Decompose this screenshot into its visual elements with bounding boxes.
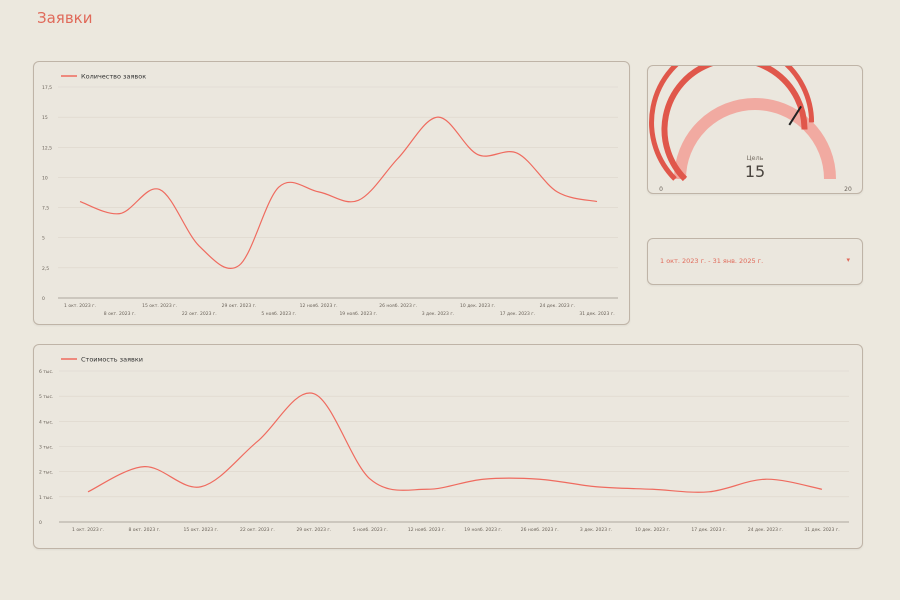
- x-tick-label: 12 нояб. 2023 г.: [408, 527, 446, 533]
- x-tick-label: 31 дек. 2023 г.: [804, 527, 839, 533]
- x-tick-label: 8 окт. 2023 г.: [104, 311, 136, 317]
- x-tick-label: 5 нояб. 2023 г.: [353, 527, 388, 533]
- x-tick-label: 10 дек. 2023 г.: [635, 527, 670, 533]
- goal-gauge-svg: Цель 15 0 20: [649, 39, 852, 193]
- y-tick-label: 2 тыс.: [39, 470, 53, 476]
- y-tick-label: 10: [42, 175, 48, 181]
- page-title: Заявки: [37, 9, 93, 27]
- y-tick-label: 1 тыс.: [39, 495, 53, 501]
- y-tick-label: 7,5: [42, 206, 49, 212]
- x-tick-label: 15 окт. 2023 г.: [142, 303, 177, 309]
- gauge-target-marker: [788, 105, 802, 126]
- y-tick-label: 0: [39, 520, 42, 526]
- gauge-max-label: 20: [844, 186, 852, 193]
- y-tick-label: 12,5: [42, 145, 52, 151]
- requests-count-chart[interactable]: Количество заявок 0 2,5 5 7,5 10 12,5 15 17,5 1 о…: [33, 61, 630, 325]
- y-tick-label: 15: [42, 115, 48, 121]
- x-tick-label: 15 окт. 2023 г.: [184, 527, 219, 533]
- gauge-label: Цель: [746, 154, 763, 162]
- x-tick-label: 22 окт. 2023 г.: [182, 311, 217, 317]
- legend-label: Стоимость заявки: [81, 356, 143, 364]
- x-tick-label: 22 окт. 2023 г.: [240, 527, 275, 533]
- request-cost-chart-svg: Стоимость заявки 0 1 тыс. 2 тыс. 3 тыс. 4 тыс…: [39, 356, 849, 533]
- gauge-min-label: 0: [659, 186, 663, 193]
- y-tick-label: 17,5: [42, 85, 52, 91]
- x-tick-label: 5 нояб. 2023 г.: [261, 311, 296, 317]
- x-tick-label: 1 окт. 2023 г.: [64, 303, 96, 309]
- gauge-track: [674, 98, 836, 180]
- x-tick-label: 10 дек. 2023 г.: [460, 303, 495, 309]
- goal-gauge: Цель 15 0 20: [647, 39, 863, 194]
- x-tick-label: 1 окт. 2023 г.: [72, 527, 104, 533]
- legend-label: Количество заявок: [81, 73, 146, 81]
- date-range-label: 1 окт. 2023 г. - 31 янв. 2025 г.: [660, 257, 764, 265]
- x-tick-label: 24 дек. 2023 г.: [540, 303, 575, 309]
- y-tick-label: 2,5: [42, 266, 49, 272]
- x-tick-label: 3 дек. 2023 г.: [580, 527, 612, 533]
- x-tick-label: 8 окт. 2023 г.: [128, 527, 160, 533]
- date-range-picker[interactable]: 1 окт. 2023 г. - 31 янв. 2025 г. ▾: [647, 238, 863, 285]
- y-tick-label: 0: [42, 296, 45, 302]
- x-tick-label: 31 дек. 2023 г.: [579, 311, 614, 317]
- x-tick-label: 29 окт. 2023 г.: [222, 303, 257, 309]
- x-tick-label: 12 нояб. 2023 г.: [300, 303, 338, 309]
- dropdown-arrow-icon[interactable]: ▾: [846, 256, 850, 264]
- x-tick-label: 3 дек. 2023 г.: [422, 311, 454, 317]
- series-line: [87, 392, 823, 493]
- request-cost-chart[interactable]: Стоимость заявки 0 1 тыс. 2 тыс. 3 тыс. 4 тыс…: [33, 344, 863, 549]
- series-line: [79, 116, 598, 269]
- requests-count-chart-svg: Количество заявок 0 2,5 5 7,5 10 12,5 15 17,5 1 о…: [42, 73, 618, 317]
- x-tick-label: 26 нояб. 2023 г.: [379, 303, 417, 309]
- y-tick-label: 3 тыс.: [39, 445, 53, 451]
- x-tick-label: 17 дек. 2023 г.: [500, 311, 535, 317]
- gauge-value: 15: [745, 162, 765, 181]
- y-tick-label: 4 тыс.: [39, 419, 53, 425]
- x-tick-label: 19 нояб. 2023 г.: [339, 311, 377, 317]
- y-tick-label: 5 тыс.: [39, 394, 53, 400]
- x-tick-label: 19 нояб. 2023 г.: [464, 527, 502, 533]
- x-tick-label: 24 дек. 2023 г.: [748, 527, 783, 533]
- y-tick-label: 5: [42, 236, 45, 242]
- x-tick-label: 29 окт. 2023 г.: [296, 527, 331, 533]
- y-tick-label: 6 тыс.: [39, 369, 53, 375]
- x-tick-label: 26 нояб. 2023 г.: [521, 527, 559, 533]
- x-tick-label: 17 дек. 2023 г.: [691, 527, 726, 533]
